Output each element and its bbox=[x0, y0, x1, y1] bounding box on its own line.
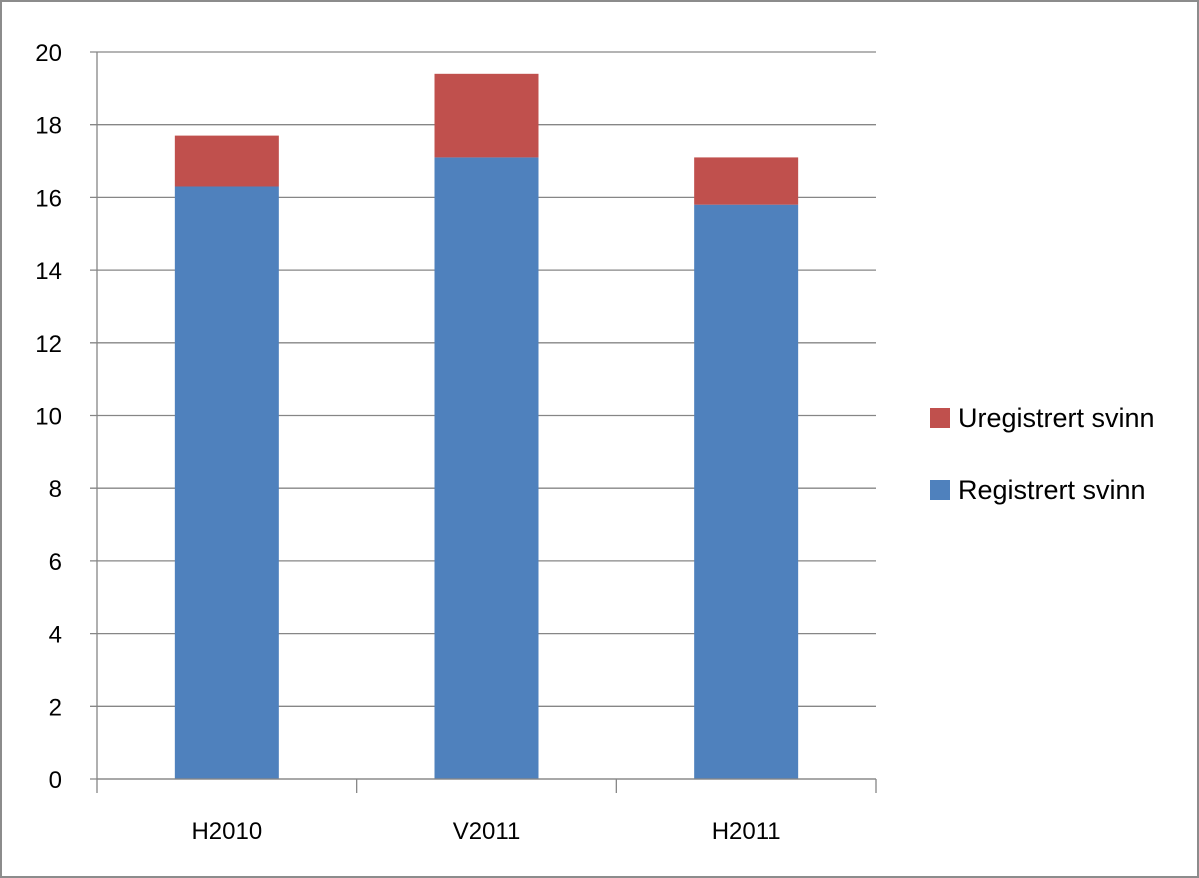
legend-swatch bbox=[930, 408, 950, 428]
x-tick-label: V2011 bbox=[453, 818, 521, 845]
y-tick-label: 14 bbox=[35, 258, 62, 285]
y-tick-label: 2 bbox=[49, 694, 62, 721]
y-tick-label: 0 bbox=[49, 767, 62, 794]
y-axis-ticks: 0 2 4 6 8 10 12 14 16 18 20 bbox=[35, 40, 62, 794]
bar-uregistrert-svinn-v2011 bbox=[434, 73, 539, 158]
y-tick-label: 20 bbox=[35, 40, 62, 67]
legend-label: Registrert svinn bbox=[958, 475, 1146, 505]
x-tick-label: H2011 bbox=[712, 818, 781, 845]
bar-registrert-svinn-h2011 bbox=[694, 204, 799, 780]
legend: Uregistrert svinn Registrert svinn bbox=[930, 403, 1155, 505]
y-tick-label: 6 bbox=[49, 549, 62, 576]
bar-uregistrert-svinn-h2010 bbox=[174, 135, 279, 187]
y-tick-label: 18 bbox=[35, 113, 62, 140]
x-tick-label: H2010 bbox=[191, 818, 262, 845]
bar-registrert-svinn-v2011 bbox=[434, 157, 539, 780]
bars bbox=[174, 73, 799, 780]
y-tick-label: 4 bbox=[49, 622, 62, 649]
y-tick-label: 12 bbox=[35, 331, 62, 358]
y-tick-label: 16 bbox=[35, 185, 62, 212]
y-tick-label: 8 bbox=[49, 476, 62, 503]
x-axis: H2010 V2011 H2011 bbox=[96, 778, 877, 845]
y-tick-label: 10 bbox=[35, 404, 62, 431]
legend-swatch bbox=[930, 480, 950, 500]
bar-uregistrert-svinn-h2011 bbox=[694, 157, 799, 205]
bar-registrert-svinn-h2010 bbox=[174, 186, 279, 779]
legend-label: Uregistrert svinn bbox=[958, 403, 1155, 433]
